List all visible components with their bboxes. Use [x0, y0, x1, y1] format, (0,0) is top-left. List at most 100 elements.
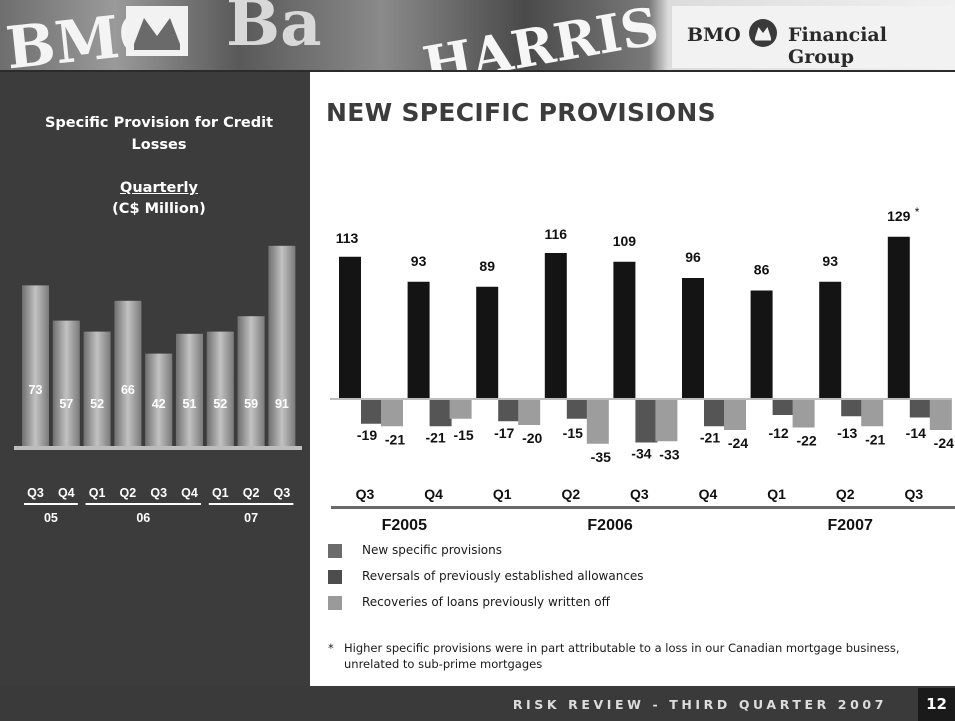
main-panel: NEW SPECIFIC PROVISIONS 113 -19 -21 Q3 93 -21… [310, 72, 955, 686]
sidebar-bar-label: 52 [90, 397, 104, 411]
main-bar-label: 113 [336, 230, 359, 246]
main-group-line [331, 506, 478, 509]
main-bar-label: 93 [411, 253, 427, 269]
main-bar-new [407, 281, 430, 398]
main-bar-recovery [861, 400, 884, 427]
footer-bar: RISK REVIEW - THIRD QUARTER 2007 [0, 686, 955, 721]
main-bar-label: -14 [906, 425, 926, 441]
main-bar-reversal [841, 400, 864, 417]
main-bar-recovery [724, 400, 746, 430]
sidebar-group-label: 07 [244, 511, 258, 525]
main-axis-tick: Q3 [630, 486, 649, 502]
legend-swatch [328, 570, 342, 584]
main-bar-reversal [635, 400, 658, 443]
sidebar-axis-tick: Q1 [89, 486, 106, 500]
main-bar-label: -24 [934, 435, 954, 451]
page-number: 12 [918, 688, 955, 721]
banner-word-harris: HARRIS [418, 0, 664, 70]
sidebar-axis-tick: Q4 [58, 486, 75, 500]
brand-logo: BMO Financial Group [672, 6, 955, 68]
main-bar-label: -24 [728, 435, 748, 451]
bmo-roundel-icon [749, 19, 777, 47]
sidebar-title: Specific Provision for Credit Losses [44, 115, 274, 153]
main-bar-label: 86 [754, 262, 770, 278]
sidebar-axis-tick: Q3 [274, 486, 291, 500]
sidebar-bar [114, 300, 142, 446]
main-axis-tick: Q3 [904, 486, 923, 502]
main-bar-reversal [566, 400, 589, 419]
main-bar-reversal [361, 400, 383, 424]
main-bar-new [819, 281, 842, 398]
main-bar-label: -20 [522, 430, 542, 446]
main-bar-recovery [655, 400, 678, 442]
main-bar-label: -13 [837, 425, 857, 441]
main-group-line [742, 506, 955, 509]
main-bar-label: -21 [385, 431, 405, 447]
main-bar-label: -19 [357, 427, 377, 443]
sidebar-group-line [208, 503, 294, 505]
brand-right-text: Financial Group [788, 24, 887, 68]
main-bar-reversal [429, 400, 452, 427]
sidebar-axis-tick: Q4 [181, 486, 198, 500]
legend-label: Recoveries of loans previously written o… [362, 595, 610, 609]
main-bar-label: -15 [563, 425, 583, 441]
main-bar-reversal [909, 400, 932, 418]
main-group-line [468, 506, 752, 509]
main-bar-recovery [449, 400, 472, 419]
main-chart-zero-line [330, 398, 952, 400]
brand-left-text: BMO [687, 24, 741, 46]
footnote-text: Higher specific provisions were in part … [344, 641, 900, 671]
sidebar-bar [22, 285, 49, 446]
sidebar-axis-tick: Q3 [27, 486, 44, 500]
sidebar-chart-baseline [14, 446, 302, 450]
main-bar-label: -22 [796, 433, 816, 449]
main-bar-label: 96 [685, 249, 701, 265]
main-axis-tick: Q4 [424, 486, 443, 502]
sidebar-bar-label: 66 [121, 383, 135, 397]
sidebar-bar-label: 52 [213, 397, 227, 411]
sidebar-bar-label: 42 [152, 397, 166, 411]
main-bar-recovery [929, 400, 952, 430]
main-axis-tick: Q4 [699, 486, 718, 502]
sidebar-group-line [85, 503, 201, 505]
main-bar-label: -21 [865, 431, 885, 447]
main-axis-tick: Q2 [561, 486, 580, 502]
main-group-label: F2006 [587, 517, 632, 534]
banner-word-bank: Ba [226, 0, 322, 61]
bmo-logo-icon [126, 6, 188, 56]
legend-swatch [328, 544, 342, 558]
main-bar-new [682, 278, 704, 398]
main-bar-chart: 113 -19 -21 Q3 93 -21 -15 Q4 89 -17 -20 Q1 116 -15 -35… [330, 205, 955, 534]
sidebar-axis-tick: Q2 [243, 486, 260, 500]
sidebar-bar [176, 333, 203, 446]
sidebar-bar-label: 91 [275, 397, 289, 411]
sidebar-bar [145, 353, 173, 446]
footnote-mark: * [328, 641, 334, 655]
page-title: NEW SPECIFIC PROVISIONS [326, 98, 716, 127]
sidebar-bar-label: 57 [59, 397, 73, 411]
sidebar-group-label: 06 [136, 511, 150, 525]
main-bar-new [339, 256, 361, 398]
main-bar-label: -21 [700, 429, 720, 445]
legend-label: Reversals of previously established allo… [362, 569, 644, 583]
main-bar-annotation: * [915, 205, 920, 219]
main-bar-recovery [792, 400, 815, 428]
sidebar-bar-label: 59 [244, 397, 258, 411]
sidebar-bar [83, 331, 111, 446]
main-bar-new [750, 290, 773, 398]
sidebar-axis-tick: Q1 [212, 486, 229, 500]
main-bar-reversal [498, 400, 521, 422]
header-banner: BMO Ba HARRIS BMO Financial Group [0, 0, 955, 70]
sidebar-bar [206, 331, 234, 446]
main-bar-label: 89 [479, 258, 495, 274]
sidebar-bar [237, 316, 265, 446]
main-axis-tick: Q1 [767, 486, 786, 502]
main-axis-tick: Q3 [356, 486, 375, 502]
footer-title: RISK REVIEW - THIRD QUARTER 2007 [512, 697, 887, 712]
main-bar-label: -35 [591, 449, 611, 465]
sidebar-subtitle-unit: (C$ Million) [112, 201, 206, 217]
sidebar: Specific Provision for Credit Losses Qua… [0, 72, 310, 686]
main-bar-new [544, 253, 567, 398]
sidebar-axis-tick: Q2 [120, 486, 137, 500]
